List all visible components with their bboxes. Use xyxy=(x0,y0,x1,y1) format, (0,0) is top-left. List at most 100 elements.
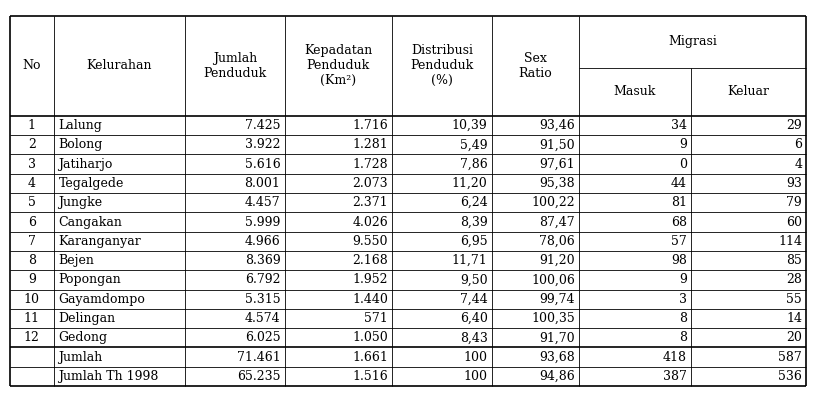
Text: Popongan: Popongan xyxy=(59,273,122,287)
Text: 7: 7 xyxy=(28,235,36,248)
Text: 100,22: 100,22 xyxy=(531,196,575,209)
Text: Gedong: Gedong xyxy=(59,331,108,344)
Text: 55: 55 xyxy=(787,293,802,306)
Text: 5.616: 5.616 xyxy=(245,158,281,171)
Text: 3: 3 xyxy=(28,158,36,171)
Text: 4.457: 4.457 xyxy=(245,196,281,209)
Text: Kepadatan
Penduduk
(Km²): Kepadatan Penduduk (Km²) xyxy=(304,45,372,88)
Text: 8: 8 xyxy=(28,254,36,267)
Text: Keluar: Keluar xyxy=(728,86,769,98)
Text: 81: 81 xyxy=(671,196,686,209)
Text: 7,86: 7,86 xyxy=(459,158,487,171)
Text: 91,70: 91,70 xyxy=(539,331,575,344)
Text: 114: 114 xyxy=(778,235,802,248)
Text: 99,74: 99,74 xyxy=(539,293,575,306)
Text: Karanganyar: Karanganyar xyxy=(59,235,141,248)
Text: 6,40: 6,40 xyxy=(459,312,487,325)
Text: 44: 44 xyxy=(671,177,686,190)
Text: 6.025: 6.025 xyxy=(245,331,281,344)
Text: Jumlah
Penduduk: Jumlah Penduduk xyxy=(203,52,266,80)
Text: 20: 20 xyxy=(787,331,802,344)
Text: 29: 29 xyxy=(787,119,802,132)
Text: 100,06: 100,06 xyxy=(531,273,575,287)
Text: 93,68: 93,68 xyxy=(539,351,575,364)
Text: Jumlah: Jumlah xyxy=(59,351,103,364)
Text: 1.661: 1.661 xyxy=(353,351,388,364)
Text: Bejen: Bejen xyxy=(59,254,95,267)
Text: 3.922: 3.922 xyxy=(245,139,281,151)
Text: Jungke: Jungke xyxy=(59,196,103,209)
Text: 11: 11 xyxy=(24,312,40,325)
Text: 8,39: 8,39 xyxy=(459,215,487,228)
Text: 93,46: 93,46 xyxy=(539,119,575,132)
Text: Bolong: Bolong xyxy=(59,139,103,151)
Text: Masuk: Masuk xyxy=(614,86,656,98)
Text: 1.716: 1.716 xyxy=(353,119,388,132)
Text: 5.999: 5.999 xyxy=(245,215,281,228)
Text: 9: 9 xyxy=(679,139,686,151)
Text: 85: 85 xyxy=(787,254,802,267)
Text: 4.026: 4.026 xyxy=(353,215,388,228)
Text: 12: 12 xyxy=(24,331,40,344)
Text: 91,50: 91,50 xyxy=(539,139,575,151)
Text: 100: 100 xyxy=(463,351,487,364)
Text: 4.574: 4.574 xyxy=(245,312,281,325)
Text: 1.050: 1.050 xyxy=(353,331,388,344)
Text: 8.369: 8.369 xyxy=(245,254,281,267)
Text: 4.966: 4.966 xyxy=(245,235,281,248)
Text: 0: 0 xyxy=(679,158,686,171)
Text: 87,47: 87,47 xyxy=(539,215,575,228)
Text: 71.461: 71.461 xyxy=(237,351,281,364)
Text: 2: 2 xyxy=(28,139,36,151)
Text: 57: 57 xyxy=(671,235,686,248)
Text: Lalung: Lalung xyxy=(59,119,102,132)
Text: 2.073: 2.073 xyxy=(353,177,388,190)
Text: 11,71: 11,71 xyxy=(452,254,487,267)
Text: 6,24: 6,24 xyxy=(459,196,487,209)
Text: 6: 6 xyxy=(794,139,802,151)
Text: 7,44: 7,44 xyxy=(459,293,487,306)
Text: 587: 587 xyxy=(778,351,802,364)
Text: 571: 571 xyxy=(364,312,388,325)
Text: 10: 10 xyxy=(24,293,40,306)
Text: 9: 9 xyxy=(679,273,686,287)
Text: 7.425: 7.425 xyxy=(245,119,281,132)
Text: 14: 14 xyxy=(786,312,802,325)
Text: 1.728: 1.728 xyxy=(353,158,388,171)
Text: Distribusi
Penduduk
(%): Distribusi Penduduk (%) xyxy=(410,45,473,88)
Text: 91,20: 91,20 xyxy=(539,254,575,267)
Text: 1.516: 1.516 xyxy=(353,370,388,383)
Text: 65.235: 65.235 xyxy=(237,370,281,383)
Text: Gayamdompo: Gayamdompo xyxy=(59,293,145,306)
Text: 93: 93 xyxy=(787,177,802,190)
Text: 10,39: 10,39 xyxy=(452,119,487,132)
Text: 97,61: 97,61 xyxy=(539,158,575,171)
Text: 60: 60 xyxy=(786,215,802,228)
Text: 4: 4 xyxy=(794,158,802,171)
Text: 4: 4 xyxy=(28,177,36,190)
Text: Kelurahan: Kelurahan xyxy=(86,59,152,72)
Text: 8.001: 8.001 xyxy=(245,177,281,190)
Text: 6,95: 6,95 xyxy=(460,235,487,248)
Text: 536: 536 xyxy=(778,370,802,383)
Text: 94,86: 94,86 xyxy=(539,370,575,383)
Text: 1.281: 1.281 xyxy=(353,139,388,151)
Text: 8: 8 xyxy=(679,312,686,325)
Text: 95,38: 95,38 xyxy=(539,177,575,190)
Text: Tegalgede: Tegalgede xyxy=(59,177,124,190)
Text: 100,35: 100,35 xyxy=(531,312,575,325)
Text: 98: 98 xyxy=(671,254,686,267)
Text: 5.315: 5.315 xyxy=(245,293,281,306)
Text: 34: 34 xyxy=(671,119,686,132)
Text: 100: 100 xyxy=(463,370,487,383)
Text: 9,50: 9,50 xyxy=(460,273,487,287)
Text: 28: 28 xyxy=(787,273,802,287)
Text: No: No xyxy=(23,59,41,72)
Text: 6.792: 6.792 xyxy=(245,273,281,287)
Text: 6: 6 xyxy=(28,215,36,228)
Text: 1: 1 xyxy=(28,119,36,132)
Text: Jumlah Th 1998: Jumlah Th 1998 xyxy=(59,370,159,383)
Text: 78,06: 78,06 xyxy=(539,235,575,248)
Text: 3: 3 xyxy=(679,293,686,306)
Text: Migrasi: Migrasi xyxy=(668,35,717,49)
